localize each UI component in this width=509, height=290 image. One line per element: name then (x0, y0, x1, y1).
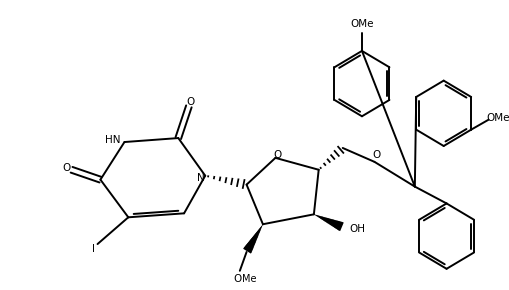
Text: OH: OH (349, 224, 364, 234)
Text: O: O (186, 97, 194, 107)
Text: HN: HN (105, 135, 121, 145)
Text: OMe: OMe (350, 19, 373, 29)
Text: O: O (273, 150, 281, 160)
Text: O: O (63, 163, 71, 173)
Text: Me: Me (242, 274, 256, 284)
Text: I: I (92, 244, 95, 254)
Text: O: O (233, 274, 242, 284)
Text: N: N (196, 173, 204, 183)
Text: O: O (372, 150, 380, 160)
Text: OMe: OMe (486, 113, 509, 123)
